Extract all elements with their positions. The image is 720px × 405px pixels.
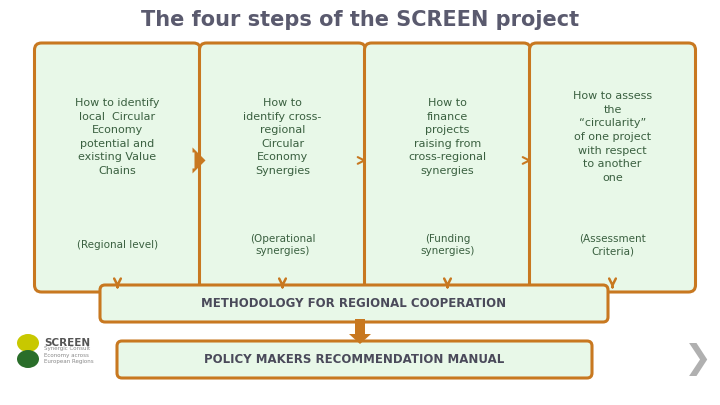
Text: How to identify
local  Circular
Economy
potential and
existing Value
Chains: How to identify local Circular Economy p… bbox=[76, 98, 160, 176]
Text: ❯: ❯ bbox=[684, 343, 712, 375]
Text: (Assessment
Criteria): (Assessment Criteria) bbox=[579, 234, 646, 256]
Text: How to
finance
projects
raising from
cross-regional
synergies: How to finance projects raising from cro… bbox=[408, 98, 487, 176]
Ellipse shape bbox=[17, 334, 39, 352]
Text: Synergic Consult
Economy across
European Regions: Synergic Consult Economy across European… bbox=[44, 346, 94, 364]
FancyArrow shape bbox=[192, 147, 205, 173]
FancyBboxPatch shape bbox=[364, 43, 531, 292]
Text: POLICY MAKERS RECOMMENDATION MANUAL: POLICY MAKERS RECOMMENDATION MANUAL bbox=[204, 353, 505, 366]
Text: The four steps of the SCREEN project: The four steps of the SCREEN project bbox=[141, 10, 579, 30]
Text: SCREEN: SCREEN bbox=[44, 338, 90, 348]
Ellipse shape bbox=[17, 350, 39, 368]
FancyBboxPatch shape bbox=[35, 43, 200, 292]
FancyArrow shape bbox=[349, 319, 371, 344]
Text: (Operational
synergies): (Operational synergies) bbox=[250, 234, 315, 256]
Text: METHODOLOGY FOR REGIONAL COOPERATION: METHODOLOGY FOR REGIONAL COOPERATION bbox=[202, 297, 507, 310]
Text: (Funding
synergies): (Funding synergies) bbox=[420, 234, 474, 256]
Text: How to assess
the
“circularity”
of one project
with respect
to another
one: How to assess the “circularity” of one p… bbox=[573, 91, 652, 183]
FancyBboxPatch shape bbox=[100, 285, 608, 322]
FancyBboxPatch shape bbox=[529, 43, 696, 292]
Text: How to
identify cross-
regional
Circular
Economy
Synergies: How to identify cross- regional Circular… bbox=[243, 98, 322, 176]
FancyBboxPatch shape bbox=[117, 341, 592, 378]
Text: (Regional level): (Regional level) bbox=[77, 240, 158, 250]
FancyBboxPatch shape bbox=[199, 43, 366, 292]
